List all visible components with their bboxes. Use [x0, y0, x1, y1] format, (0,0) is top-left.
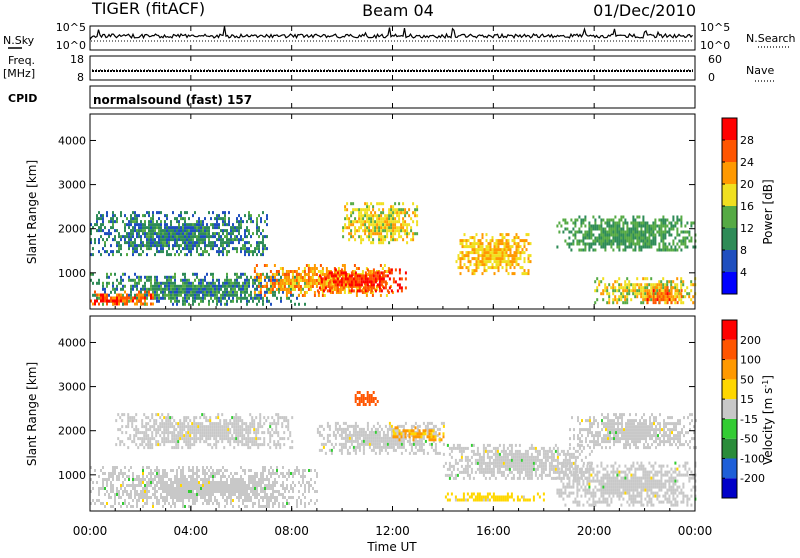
x-tick-label: 12:00	[375, 524, 410, 538]
freq-right-tick-bottom: 0	[708, 71, 715, 84]
power-cbar-label: Power [dB]	[761, 179, 775, 244]
power-panel: 1000 2000 3000 4000 Slant Range [km] 4 8 12 16…	[25, 114, 775, 309]
colorbar-tick-label: 100	[740, 354, 761, 367]
colorbar-tick-label: 28	[740, 134, 754, 147]
y-tick-label: 3000	[58, 179, 86, 192]
velocity-cbar-label: Velocity [m s-1]	[761, 375, 775, 465]
cpid-label: CPID	[8, 92, 37, 105]
colorbar-tick-label: 24	[740, 156, 754, 169]
colorbar-tick-label: -50	[740, 433, 758, 446]
beam-label: Beam 04	[362, 1, 434, 20]
y-tick-label: 1000	[58, 267, 86, 280]
colorbar-tick-label: 200	[740, 334, 761, 347]
cpid-text: normalsound (fast) 157	[93, 93, 252, 107]
colorbar-tick-label: -15	[740, 413, 758, 426]
freq-left-tick-bottom: 8	[77, 71, 84, 84]
y-tick-label: 2000	[58, 223, 86, 236]
x-tick-label: 20:00	[577, 524, 612, 538]
y-tick-label: 4000	[58, 336, 86, 349]
x-axis-label: Time UT	[366, 540, 417, 554]
y-tick-label: 3000	[58, 381, 86, 394]
freq-panel: 18 8 60 0	[70, 53, 722, 84]
y-tick-label: 2000	[58, 425, 86, 438]
colorbar-tick-label: 50	[740, 373, 754, 386]
x-tick-label: 04:00	[174, 524, 209, 538]
nsearch-label: N.Search	[746, 32, 796, 45]
velocity-panel: 1000 2000 3000 4000 Slant Range [km] 200 100…	[25, 316, 775, 511]
date-label: 01/Dec/2010	[593, 1, 696, 20]
x-tick-label: 16:00	[476, 524, 511, 538]
radar-title: TIGER (fitACF)	[91, 0, 205, 18]
freq-label-line2: [MHz]	[3, 67, 35, 80]
colorbar-tick-label: 4	[740, 266, 747, 279]
y-tick-label: 4000	[58, 134, 86, 147]
colorbar-tick-label: 16	[740, 200, 754, 213]
power-colorbar: 4 8 12 16 20 24 28	[722, 118, 754, 294]
x-tick-label: 08:00	[274, 524, 309, 538]
power-region	[456, 233, 532, 275]
power-ylabel: Slant Range [km]	[25, 160, 39, 264]
x-tick-label: 00:00	[73, 524, 108, 538]
freq-right-tick-top: 60	[708, 53, 722, 66]
colorbar-tick-label: -200	[740, 472, 765, 485]
freq-label-line1: Freq.	[8, 54, 35, 67]
colorbar-tick-label: 8	[740, 244, 747, 257]
colorbar-tick-label: 12	[740, 222, 754, 235]
x-tick-label: 00:00	[678, 524, 713, 538]
freq-left-tick-top: 18	[70, 53, 84, 66]
noise-left-tick-top: 10^5	[56, 21, 86, 34]
noise-left-tick-bottom: 10^0	[56, 39, 86, 52]
colorbar-tick-label: 20	[740, 178, 754, 191]
velocity-ylabel: Slant Range [km]	[25, 362, 39, 466]
colorbar-tick-label: 15	[740, 393, 754, 406]
noise-right-tick-bottom: 10^0	[700, 39, 730, 52]
nave-label: Nave	[746, 64, 774, 77]
noise-right-tick-top: 10^5	[700, 21, 730, 34]
y-tick-label: 1000	[58, 469, 86, 482]
nsky-label: N.Sky	[3, 34, 35, 47]
